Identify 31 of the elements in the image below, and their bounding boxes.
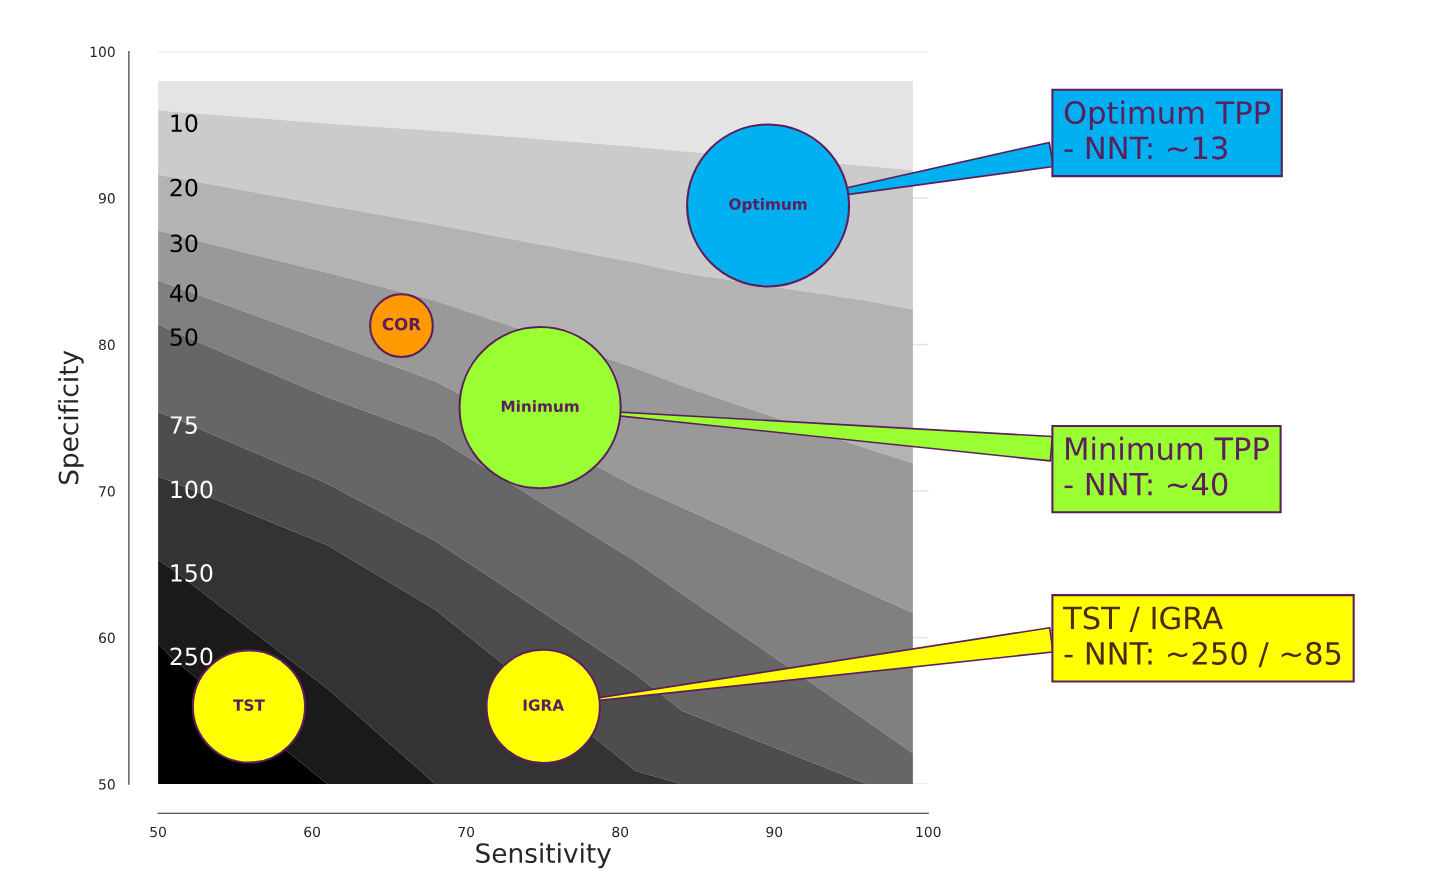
y-tick-label: 50 xyxy=(99,779,115,790)
x-tick-label: 60 xyxy=(304,826,321,838)
series-label: 10 xyxy=(171,114,198,133)
x-tick-label: 80 xyxy=(612,826,629,838)
series-label: 250 xyxy=(170,647,213,666)
series-label: Optimum xyxy=(729,198,807,213)
x-axis-title: Sensitivity xyxy=(476,842,612,869)
x-tick-label: 50 xyxy=(150,826,166,838)
series-label: IGRA xyxy=(523,699,565,711)
y-tick-label: 70 xyxy=(99,486,115,497)
x-tick-label: 70 xyxy=(458,826,475,838)
series-label: 20 xyxy=(170,178,198,197)
series-label: 75 xyxy=(170,416,197,434)
series-label: 30 xyxy=(170,234,198,253)
y-tick-label: 90 xyxy=(98,193,115,204)
series-label: 100 xyxy=(171,480,213,499)
annotation: Optimum TPP - NNT: ~13 xyxy=(1064,100,1271,160)
series-label: 40 xyxy=(170,284,198,303)
x-tick-label: 90 xyxy=(766,826,783,838)
annotation: Minimum TPP - NNT: ~40 xyxy=(1064,436,1269,496)
x-tick-label: 100 xyxy=(916,826,941,838)
annotation: TST / IGRA - NNT: ~250 / ~85 xyxy=(1063,606,1341,668)
series-label: COR xyxy=(382,317,421,331)
y-axis-title: Specificity xyxy=(58,350,84,485)
y-tick-label: 60 xyxy=(99,632,115,644)
series-label: 50 xyxy=(170,328,198,347)
y-tick-label: 100 xyxy=(90,46,115,58)
y-tick-label: 80 xyxy=(98,339,115,351)
series-label: 150 xyxy=(171,564,213,582)
series-label: TST xyxy=(233,699,265,711)
series-label: Minimum xyxy=(501,400,579,413)
